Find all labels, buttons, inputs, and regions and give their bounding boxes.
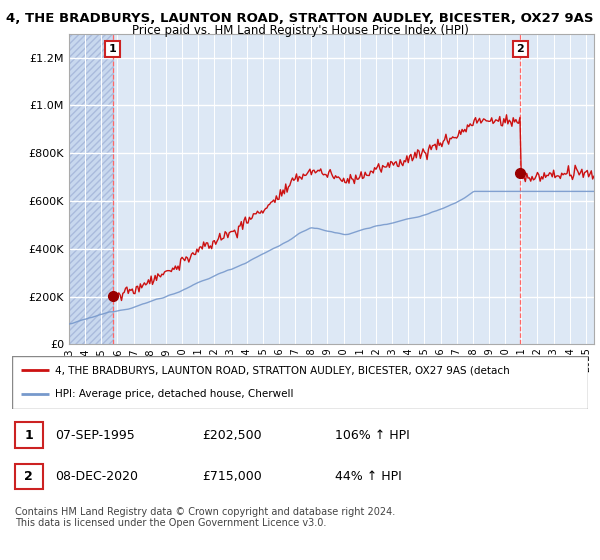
FancyBboxPatch shape — [12, 356, 588, 409]
Text: 08-DEC-2020: 08-DEC-2020 — [55, 470, 138, 483]
FancyBboxPatch shape — [15, 464, 43, 489]
Text: 44% ↑ HPI: 44% ↑ HPI — [335, 470, 401, 483]
Text: £715,000: £715,000 — [202, 470, 262, 483]
Text: HPI: Average price, detached house, Cherwell: HPI: Average price, detached house, Cher… — [55, 389, 294, 399]
Text: 106% ↑ HPI: 106% ↑ HPI — [335, 428, 409, 441]
Text: 1: 1 — [109, 44, 116, 54]
Text: Price paid vs. HM Land Registry's House Price Index (HPI): Price paid vs. HM Land Registry's House … — [131, 24, 469, 37]
Bar — [69, 34, 113, 344]
Text: 2: 2 — [25, 470, 33, 483]
Text: £202,500: £202,500 — [202, 428, 262, 441]
Text: 07-SEP-1995: 07-SEP-1995 — [55, 428, 135, 441]
Text: 1: 1 — [25, 428, 33, 441]
Text: 4, THE BRADBURYS, LAUNTON ROAD, STRATTON AUDLEY, BICESTER, OX27 9AS: 4, THE BRADBURYS, LAUNTON ROAD, STRATTON… — [6, 12, 594, 25]
Text: 2: 2 — [517, 44, 524, 54]
FancyBboxPatch shape — [15, 422, 43, 448]
Text: Contains HM Land Registry data © Crown copyright and database right 2024.
This d: Contains HM Land Registry data © Crown c… — [15, 507, 395, 529]
Text: 4, THE BRADBURYS, LAUNTON ROAD, STRATTON AUDLEY, BICESTER, OX27 9AS (detach: 4, THE BRADBURYS, LAUNTON ROAD, STRATTON… — [55, 366, 510, 376]
